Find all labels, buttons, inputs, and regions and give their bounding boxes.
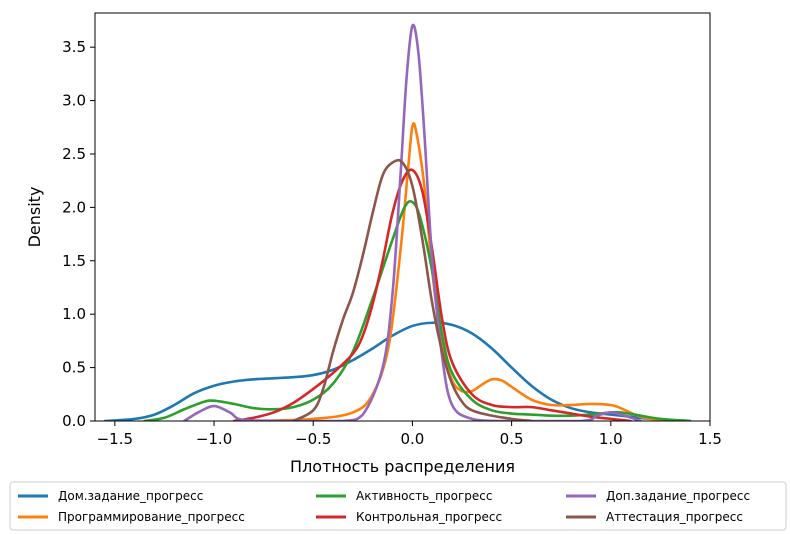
y-tick-label: 2.5 [62,145,86,163]
x-tick-label: −1.5 [97,430,133,448]
x-tick-label: 0.0 [400,430,424,448]
y-axis-label: Density [25,187,44,248]
x-tick-label: −0.5 [295,430,331,448]
series-line-4 [232,168,632,421]
series-line-2 [252,121,672,421]
legend-label: Аттестация_прогресс [606,510,743,524]
series-group [103,23,692,421]
series-line-5 [182,23,642,421]
y-axis: 0.0 0.5 1.0 1.5 2.0 2.5 3.0 3.5 [62,38,95,430]
legend-item-6: Аттестация_прогресс [566,510,743,524]
legend-label: Доп.задание_прогресс [606,489,750,503]
legend-item-4: Контрольная_прогресс [316,510,502,524]
legend-item-3: Активность_прогресс [316,489,492,503]
legend-label: Активность_прогресс [356,489,492,503]
x-axis-label: Плотность распределения [290,457,515,476]
series-line-1 [103,321,692,421]
y-tick-label: 1.5 [62,252,86,270]
series-line-3 [143,199,692,421]
plot-frame [94,12,711,422]
x-tick-label: 0.5 [500,430,524,448]
plot-area [94,12,711,422]
x-axis: −1.5 −1.0 −0.5 0.0 0.5 1.0 1.5 [97,421,722,448]
legend-item-2: Программирование_прогресс [18,510,245,524]
x-tick-label: 1.5 [698,430,722,448]
legend-label: Дом.задание_прогресс [58,489,203,503]
y-tick-label: 3.5 [62,38,86,56]
series-line-6 [292,158,533,421]
y-tick-label: 0.5 [62,359,86,377]
y-tick-label: 2.0 [62,198,86,216]
y-tick-label: 3.0 [62,92,86,110]
legend-label: Программирование_прогресс [58,510,245,524]
x-tick-label: 1.0 [599,430,623,448]
legend-item-5: Доп.задание_прогресс [566,489,750,503]
legend-item-1: Дом.задание_прогресс [18,489,203,503]
legend-label: Контрольная_прогресс [356,510,502,524]
legend: Дом.задание_прогресс Программирование_про… [9,481,787,531]
y-tick-label: 0.0 [62,412,86,430]
y-tick-label: 1.0 [62,305,86,323]
x-tick-label: −1.0 [196,430,232,448]
